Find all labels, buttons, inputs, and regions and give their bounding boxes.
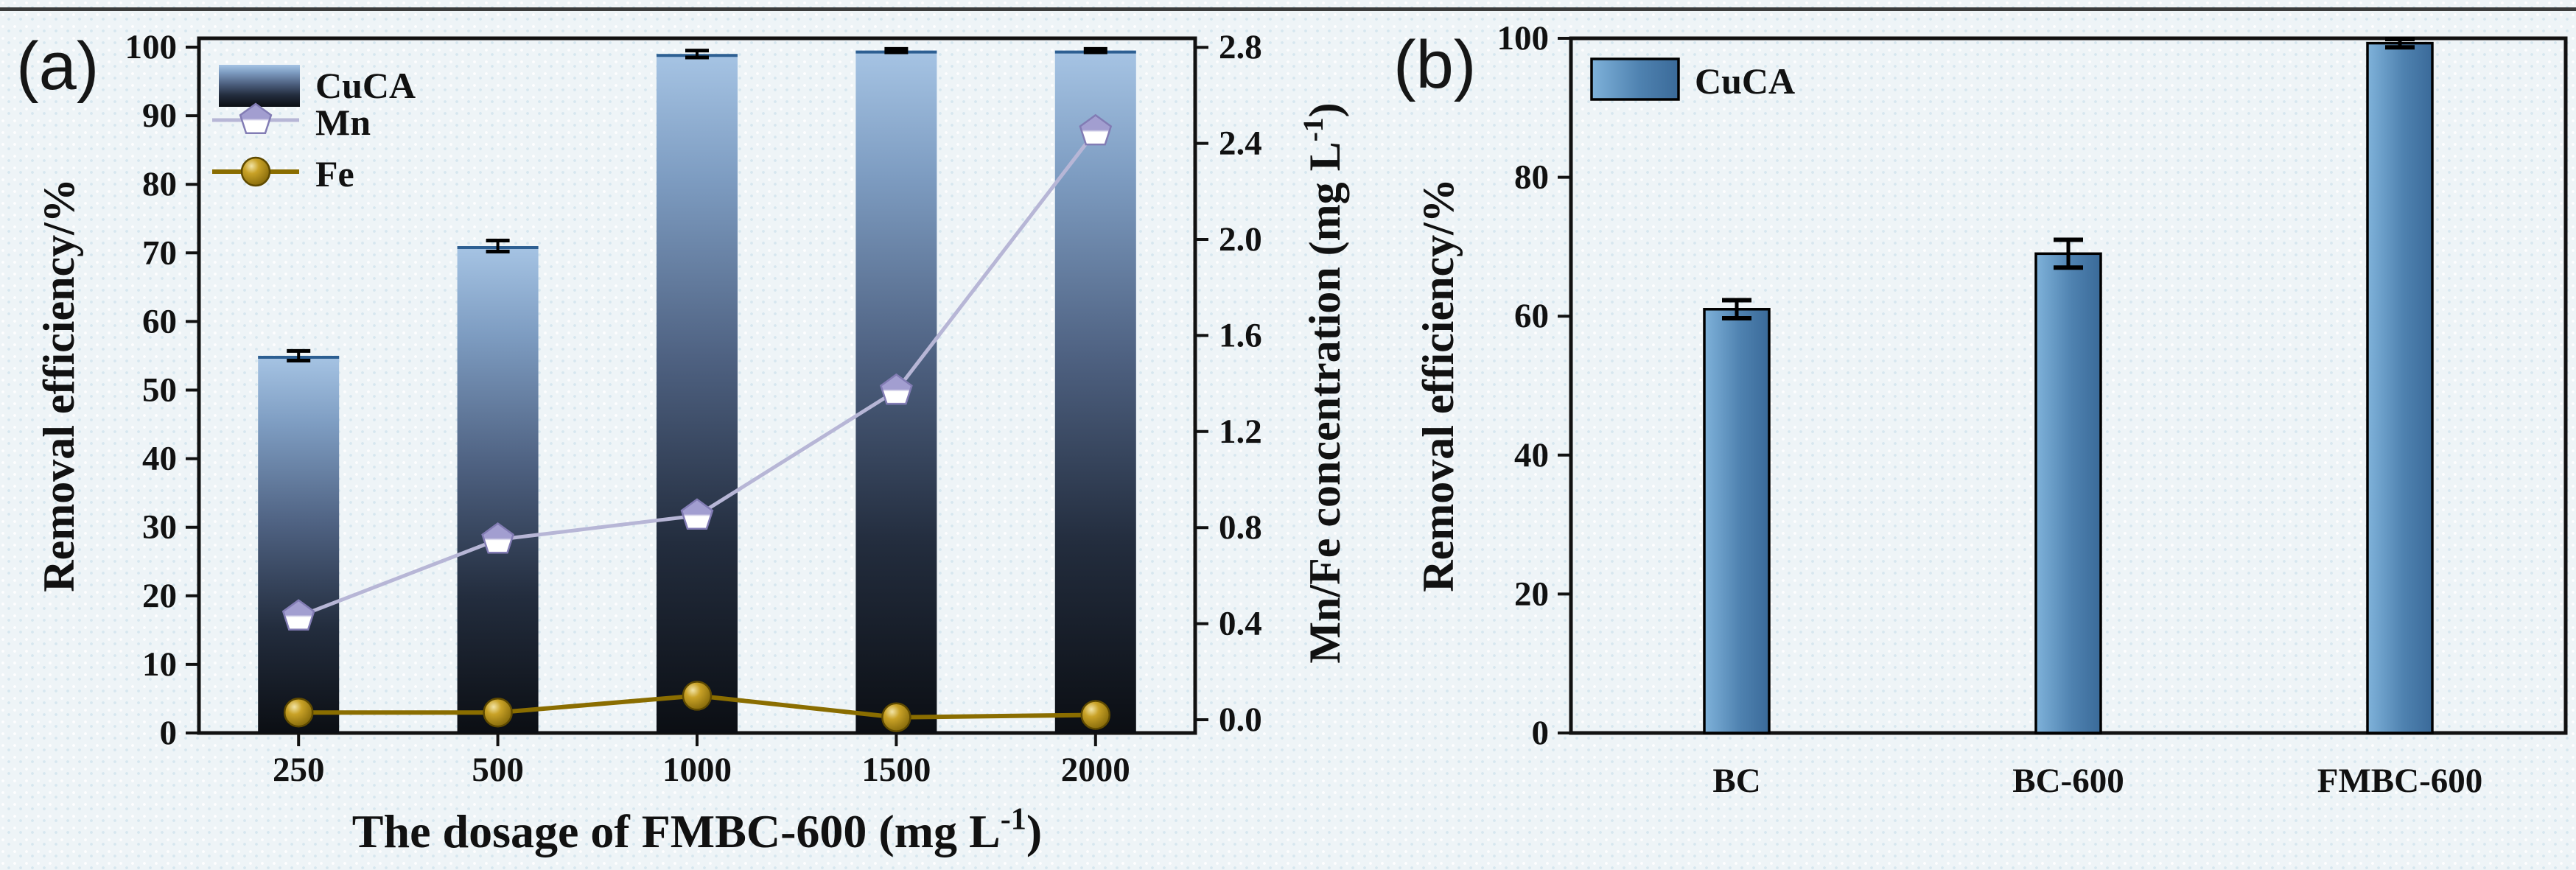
panel-a-y-tick-label: 70 (142, 234, 177, 272)
panel-a-right-tick-label: 1.6 (1219, 316, 1262, 354)
mn-data-point (281, 599, 315, 631)
mn-data-point (880, 373, 913, 405)
panel-a-x-tick-label: 500 (472, 751, 524, 789)
panel-a-tag: (a) (16, 29, 99, 104)
panel-a-bar-2000 (1054, 50, 1136, 733)
fe-data-point (283, 697, 314, 728)
panel-b-y-tick-label: 0 (1532, 714, 1550, 752)
panel-b-y-tick-label: 20 (1514, 575, 1549, 613)
figure-top-border (0, 7, 2576, 11)
legend-marker-mn (239, 102, 273, 135)
legend-label-fe: Fe (315, 153, 354, 194)
panel-a-x-tick-label: 1000 (662, 751, 732, 789)
mn-data-point (1079, 113, 1113, 146)
panel-b-x-tick-label: FMBC-600 (2317, 762, 2483, 800)
panel-a-right-axis-title: Mn/Fe concentration (mg L-1) (1297, 102, 1349, 663)
panel-b-y-tick-label: 40 (1514, 436, 1549, 474)
panel-a-x-tick-label: 250 (273, 751, 325, 789)
legend-label-mn: Mn (315, 102, 371, 143)
panel-a-y-axis-title: Removal efficiency/% (35, 178, 83, 592)
panel-a-right-tick-label: 2.8 (1219, 28, 1262, 66)
legend-marker-fe (240, 156, 271, 187)
fe-data-point (881, 702, 911, 732)
mn-data-point (680, 498, 714, 530)
panel-a-y-tick-label: 60 (142, 302, 177, 340)
panel-a-bar-500 (457, 245, 539, 733)
panel-a-y-tick-label: 30 (142, 508, 177, 547)
panel-a-x-tick-label: 1500 (861, 751, 931, 789)
panel-a-y-tick-label: 100 (125, 28, 178, 66)
panel-a-right-tick-label: 0.8 (1219, 508, 1262, 547)
mn-data-point (481, 522, 514, 554)
panel-a-y-tick-label: 50 (142, 371, 177, 410)
panel-a-y-tick-label: 90 (142, 97, 177, 135)
panel-a-y-tick-label: 40 (142, 440, 177, 478)
fe-data-point (1080, 700, 1111, 730)
panel-b-legend: CuCA (1590, 57, 1795, 102)
panel-b-x-tick-label: BC (1712, 762, 1760, 800)
legend-label-cuca-a: CuCA (315, 65, 416, 106)
panel-a-bar-1000 (657, 54, 738, 733)
panel-b-bar-BC (1703, 308, 1771, 734)
panel-b-y-tick-label: 100 (1497, 19, 1550, 57)
panel-a-x-tick-label: 2000 (1061, 751, 1130, 789)
panel-b-bar-FMBC-600 (2366, 41, 2434, 734)
panel-b-y-tick-label: 60 (1514, 297, 1549, 335)
panel-b-bar-BC-600 (2034, 252, 2102, 734)
panel-a-y-tick-label: 10 (142, 645, 177, 684)
fe-data-point (483, 697, 513, 728)
panel-a-y-tick-label: 80 (142, 165, 177, 203)
panel-a-right-tick-label: 2.4 (1219, 124, 1262, 163)
panel-b-tag: (b) (1393, 27, 1477, 102)
panel-a-bar-250 (258, 355, 340, 733)
fe-data-point (682, 681, 713, 711)
legend-label-cuca-b: CuCA (1695, 60, 1795, 102)
legend-swatch-cuca-b (1590, 57, 1680, 101)
panel-a-right-tick-label: 0.4 (1219, 605, 1262, 643)
panel-a-y-tick-label: 0 (160, 714, 178, 752)
panel-a-right-tick-label: 1.2 (1219, 413, 1262, 451)
panel-a-x-axis-title: The dosage of FMBC-600 (mg L-1) (352, 802, 1042, 857)
panel-b-x-tick-label: BC-600 (2012, 762, 2124, 800)
panel-b-y-tick-label: 80 (1514, 158, 1549, 197)
panel-b-y-axis-title: Removal efficiency/% (1414, 178, 1463, 592)
panel-a-right-tick-label: 0.0 (1219, 701, 1262, 739)
legend-swatch-cuca-a (219, 65, 300, 107)
panel-a-right-tick-label: 2.0 (1219, 220, 1262, 259)
panel-a-y-tick-label: 20 (142, 577, 177, 615)
